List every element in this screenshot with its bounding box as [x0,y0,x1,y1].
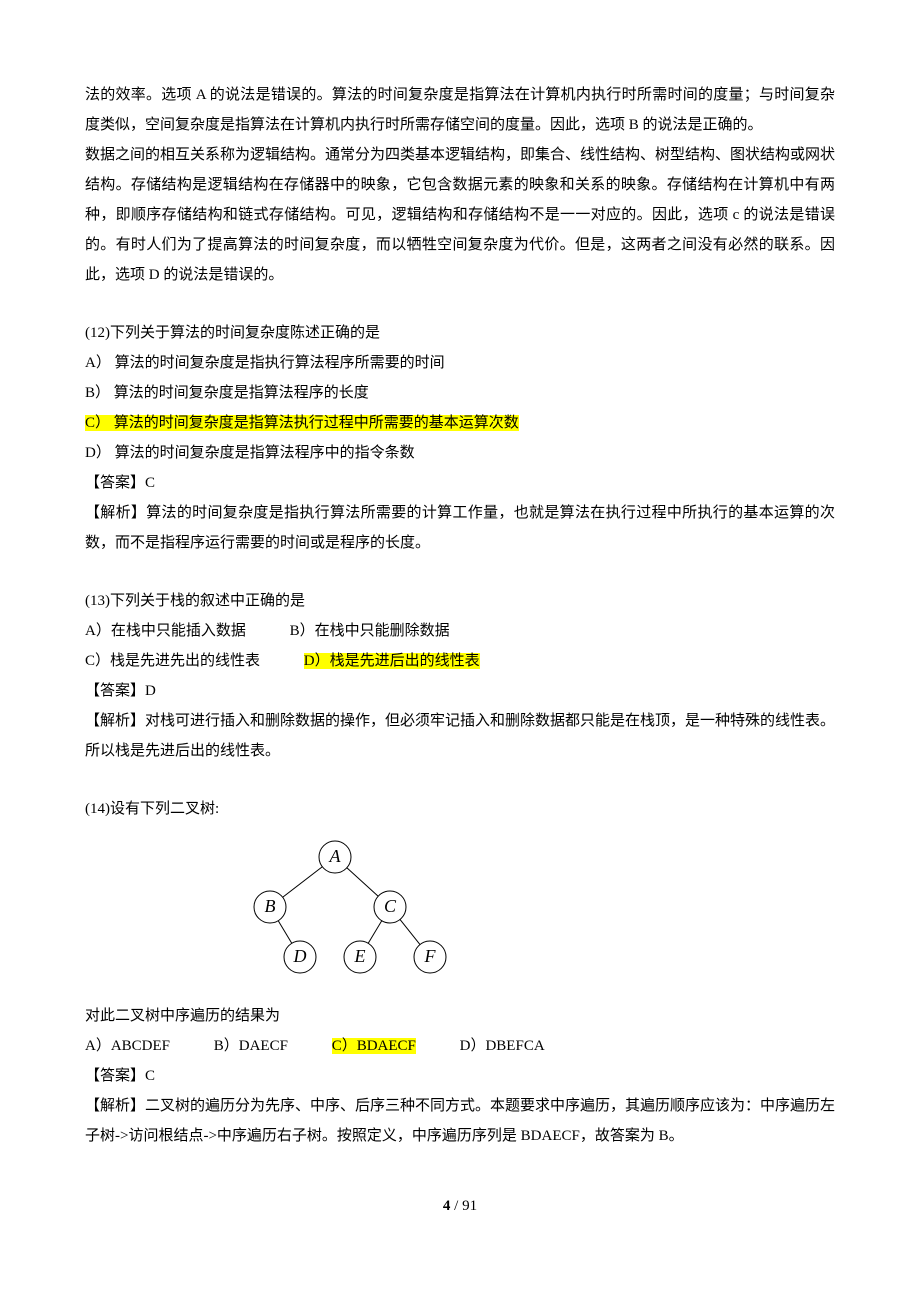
intro-paragraph-2: 数据之间的相互关系称为逻辑结构。通常分为四类基本逻辑结构，即集合、线性结构、树型… [85,140,835,290]
q13-option-d-highlight: D）栈是先进后出的线性表 [304,653,480,669]
q13-options-row2: C）栈是先进先出的线性表 D）栈是先进后出的线性表 [85,646,835,676]
q14-option-a: A）ABCDEF [85,1038,170,1054]
intro-paragraph-1: 法的效率。选项 A 的说法是错误的。算法的时间复杂度是指算法在计算机内执行时所需… [85,80,835,140]
q13-option-b: B）在栈中只能删除数据 [290,623,450,639]
q13-explanation: 【解析】对栈可进行插入和删除数据的操作，但必须牢记插入和删除数据都只能是在栈顶，… [85,706,835,766]
q12-option-a: A） 算法的时间复杂度是指执行算法程序所需要的时间 [85,348,835,378]
q12-option-c-highlight: C） 算法的时间复杂度是指算法执行过程中所需要的基本运算次数 [85,415,519,431]
question-13: (13)下列关于栈的叙述中正确的是 A）在栈中只能插入数据 B）在栈中只能删除数… [85,586,835,766]
q14-option-d: D）DBEFCA [460,1038,545,1054]
q12-option-c: C） 算法的时间复杂度是指算法执行过程中所需要的基本运算次数 [85,408,835,438]
page-total: 91 [462,1198,477,1214]
page-content: 法的效率。选项 A 的说法是错误的。算法的时间复杂度是指算法在计算机内执行时所需… [0,0,920,1281]
q14-explanation: 【解析】二叉树的遍历分为先序、中序、后序三种不同方式。本题要求中序遍历，其遍历顺… [85,1091,835,1151]
q13-options-row1: A）在栈中只能插入数据 B）在栈中只能删除数据 [85,616,835,646]
page-sep: / [450,1198,462,1214]
svg-text:C: C [384,896,397,916]
svg-text:B: B [265,896,276,916]
q14-stem: (14)设有下列二叉树: [85,794,835,824]
q13-option-c: C）栈是先进先出的线性表 [85,653,260,669]
binary-tree-figure: A B C D E F [215,832,835,993]
binary-tree-svg: A B C D E F [215,832,465,982]
svg-text:A: A [329,846,342,866]
q14-option-b: B）DAECF [214,1038,288,1054]
q13-option-a: A）在栈中只能插入数据 [85,623,246,639]
q12-explanation: 【解析】算法的时间复杂度是指执行算法所需要的计算工作量，也就是算法在执行过程中所… [85,498,835,558]
q14-answer: 【答案】C [85,1061,835,1091]
question-14: (14)设有下列二叉树: A B C D E F 对此二叉树中序遍历的结果为 A）ABCD… [85,794,835,1151]
question-12: (12)下列关于算法的时间复杂度陈述正确的是 A） 算法的时间复杂度是指执行算法… [85,318,835,558]
svg-text:E: E [354,946,366,966]
page-footer: 4 / 91 [85,1191,835,1221]
q13-stem: (13)下列关于栈的叙述中正确的是 [85,586,835,616]
q14-options-row: A）ABCDEF B）DAECF C）BDAECF D）DBEFCA [85,1031,835,1061]
q14-post: 对此二叉树中序遍历的结果为 [85,1001,835,1031]
svg-text:D: D [293,946,307,966]
q12-answer: 【答案】C [85,468,835,498]
svg-text:F: F [424,946,437,966]
q12-stem: (12)下列关于算法的时间复杂度陈述正确的是 [85,318,835,348]
q12-option-d: D） 算法的时间复杂度是指算法程序中的指令条数 [85,438,835,468]
q13-answer: 【答案】D [85,676,835,706]
q14-option-c-highlight: C）BDAECF [332,1038,416,1054]
q12-option-b: B） 算法的时间复杂度是指算法程序的长度 [85,378,835,408]
